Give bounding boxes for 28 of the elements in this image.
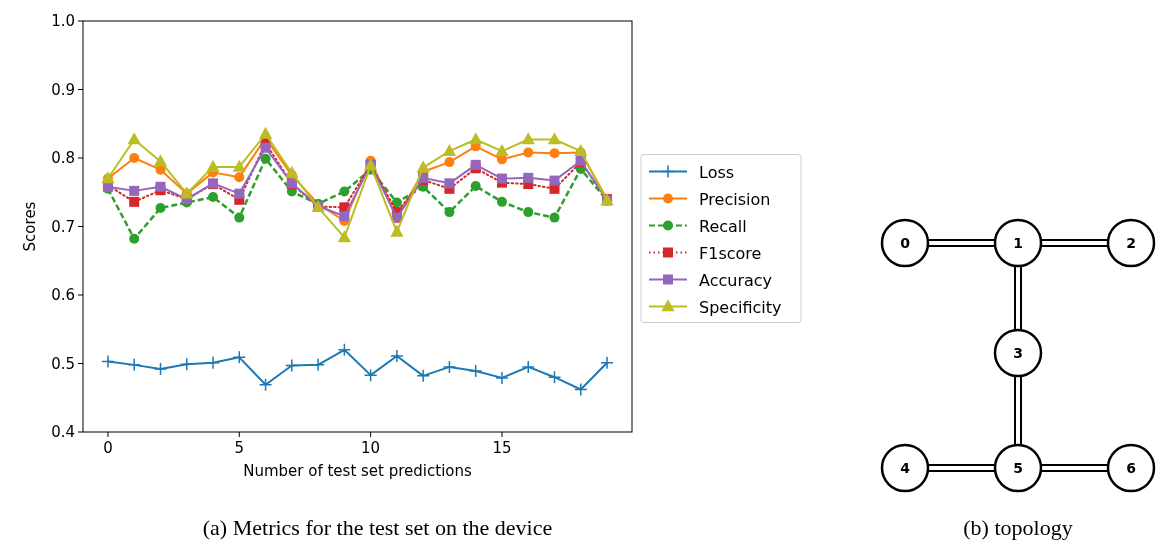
text: 6 xyxy=(1126,460,1136,476)
legend-label: Specificity xyxy=(699,297,782,317)
text: 1 xyxy=(1013,235,1023,251)
y-tick-label: 0.4 xyxy=(51,423,75,441)
legend-label: Precision xyxy=(699,189,771,209)
y-tick-label: 0.9 xyxy=(51,80,75,99)
x-axis-title: Number of test set predictions xyxy=(243,462,472,480)
legend-label: Loss xyxy=(699,162,735,182)
x-tick-label: 15 xyxy=(492,439,512,457)
x-tick-label: 10 xyxy=(361,439,381,457)
y-axis-title: Scores xyxy=(21,201,39,252)
y-tick-label: 0.7 xyxy=(51,217,75,236)
text: 2 xyxy=(1126,235,1136,251)
text: (b) topology xyxy=(963,515,1073,540)
text: 0 xyxy=(900,235,911,251)
text: 3 xyxy=(1013,345,1023,361)
legend-label: Accuracy xyxy=(699,270,773,290)
y-tick-label: 1.0 xyxy=(51,12,75,30)
y-tick-label: 0.8 xyxy=(51,149,75,167)
y-tick-label: 0.6 xyxy=(51,286,75,304)
legend-label: F1score xyxy=(699,243,762,263)
text: (a) Metrics for the test set on the device xyxy=(202,515,553,540)
text: 4 xyxy=(900,460,911,476)
x-tick-label: 0 xyxy=(103,439,113,457)
y-tick-label: 0.5 xyxy=(51,354,75,373)
legend-label: Recall xyxy=(699,216,747,236)
text: 5 xyxy=(1013,460,1023,476)
x-tick-label: 5 xyxy=(234,439,245,457)
